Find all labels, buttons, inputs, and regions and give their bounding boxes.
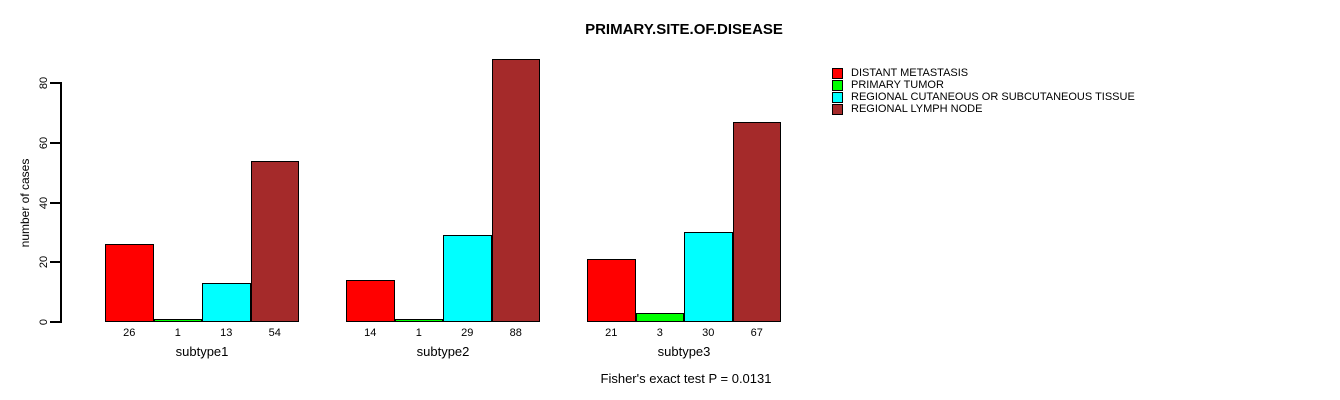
legend-item: REGIONAL LYMPH NODE [832, 103, 1135, 115]
bar-value-label: 3 [656, 327, 663, 339]
bar [153, 319, 202, 322]
legend-label: DISTANT METASTASIS [851, 67, 969, 79]
y-axis-line [60, 82, 62, 323]
legend-item: PRIMARY TUMOR [832, 79, 1135, 91]
y-tick-label: 40 [38, 196, 50, 209]
legend-swatch [832, 91, 843, 103]
bar-value-label: 88 [509, 327, 522, 339]
y-tick-label: 20 [38, 256, 50, 269]
bar [202, 283, 251, 322]
bar [587, 259, 636, 322]
x-category-label: subtype2 [416, 344, 470, 359]
bar-value-label: 1 [174, 327, 181, 339]
bar [491, 59, 540, 322]
bar-value-label: 54 [268, 327, 281, 339]
legend-swatch [832, 103, 843, 115]
bar-value-label: 14 [364, 327, 377, 339]
bar [105, 244, 154, 322]
bar [635, 313, 684, 322]
bar-value-label: 21 [605, 327, 618, 339]
x-category-label: subtype3 [657, 344, 711, 359]
bar-value-label: 1 [415, 327, 422, 339]
legend-item: DISTANT METASTASIS [832, 67, 1135, 79]
caption: Fisher's exact test P = 0.0131 [600, 371, 772, 386]
bar [443, 235, 492, 322]
bar-value-label: 26 [123, 327, 136, 339]
y-tick-label: 80 [38, 76, 50, 90]
chart-title: PRIMARY.SITE.OF.DISEASE [585, 21, 783, 38]
bar [394, 319, 443, 322]
y-tick-label: 0 [38, 318, 50, 326]
bar [250, 161, 299, 322]
y-tick [50, 82, 60, 84]
y-tick [50, 261, 60, 264]
bar-value-label: 30 [702, 327, 715, 339]
y-tick-label: 60 [38, 136, 50, 149]
legend-label: REGIONAL CUTANEOUS OR SUBCUTANEOUS TISSU… [851, 91, 1135, 103]
y-tick [50, 141, 60, 144]
legend-label: REGIONAL LYMPH NODE [851, 103, 983, 115]
bar-value-label: 67 [750, 327, 763, 339]
bar [346, 280, 395, 322]
legend: DISTANT METASTASIS PRIMARY TUMOR REGIONAL … [832, 67, 1135, 115]
bar-value-label: 13 [220, 327, 233, 339]
x-category-label: subtype1 [175, 344, 229, 359]
legend-label: PRIMARY TUMOR [851, 79, 944, 91]
bar-value-label: 29 [461, 327, 474, 339]
y-tick [50, 201, 60, 204]
bar [684, 232, 733, 322]
y-tick [50, 321, 60, 323]
legend-swatch [832, 79, 843, 91]
legend-item: REGIONAL CUTANEOUS OR SUBCUTANEOUS TISSU… [832, 91, 1135, 103]
bar [732, 122, 781, 322]
legend-swatch [832, 67, 843, 79]
